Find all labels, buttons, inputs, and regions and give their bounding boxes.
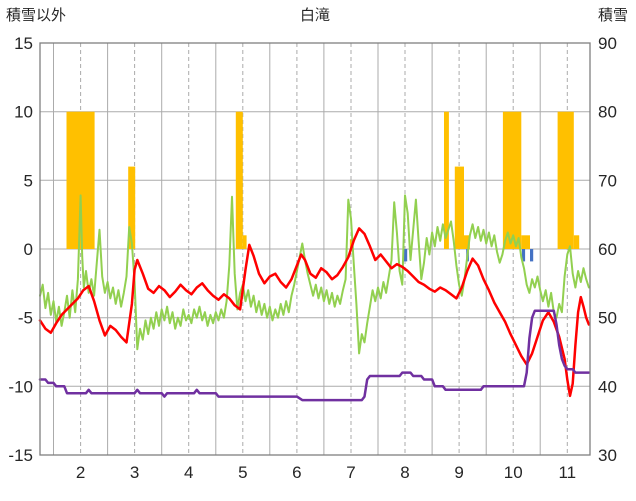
- right-axis-tick-label: 50: [598, 309, 617, 328]
- blue-ticks-bar: [530, 249, 534, 262]
- sunshine-bars-bar: [464, 235, 470, 249]
- x-axis-tick-label: 10: [504, 463, 523, 482]
- left-axis-tick-label: 15: [14, 34, 33, 53]
- right-axis-tick-label: 90: [598, 34, 617, 53]
- x-axis-tick-label: 9: [454, 463, 463, 482]
- right-axis-tick-label: 70: [598, 171, 617, 190]
- purple-line: [38, 309, 591, 402]
- x-axis-tick-label: 2: [76, 463, 85, 482]
- left-axis-tick-label: -10: [8, 377, 33, 396]
- right-axis-title: 積雪: [597, 7, 628, 24]
- blue-ticks-bar: [521, 249, 526, 262]
- x-axis-tick-label: 8: [400, 463, 409, 482]
- sunshine-bars-bar: [557, 111, 574, 249]
- x-axis-tick-label: 11: [558, 463, 576, 482]
- red-line: [38, 227, 591, 398]
- x-axis-tick-label: 7: [346, 463, 355, 482]
- sunshine-bars-bar: [573, 235, 580, 249]
- right-axis-tick-label: 80: [598, 103, 617, 122]
- sunshine-bars-bar: [235, 111, 243, 249]
- x-axis-tick-label: 5: [238, 463, 247, 482]
- sunshine-bars-bar: [454, 166, 464, 249]
- left-axis-tick-label: 5: [24, 171, 33, 190]
- left-axis-tick-label: -15: [8, 446, 33, 465]
- left-axis-tick-label: -5: [18, 309, 33, 328]
- green-line: [39, 194, 590, 355]
- chart-title: 白滝: [299, 7, 330, 24]
- x-axis-tick-label: 4: [184, 463, 193, 482]
- left-axis-tick-label: 10: [14, 103, 33, 122]
- sunshine-bars-bar: [521, 235, 530, 249]
- sunshine-bars-bar: [128, 166, 136, 249]
- x-axis-tick-label: 3: [130, 463, 139, 482]
- right-axis-tick-label: 60: [598, 240, 617, 259]
- right-axis-tick-label: 40: [598, 377, 617, 396]
- plot-border: [39, 42, 591, 456]
- blue-ticks-bar: [404, 249, 408, 262]
- left-axis-tick-label: 0: [24, 240, 33, 259]
- sunshine-bars-bar: [444, 111, 449, 249]
- sunshine-bars-bar: [502, 111, 522, 249]
- left-axis-title: 積雪以外: [6, 7, 67, 24]
- sunshine-bars-bar: [242, 235, 247, 249]
- x-axis-tick-label: 6: [292, 463, 301, 482]
- right-axis-tick-label: 30: [598, 446, 617, 465]
